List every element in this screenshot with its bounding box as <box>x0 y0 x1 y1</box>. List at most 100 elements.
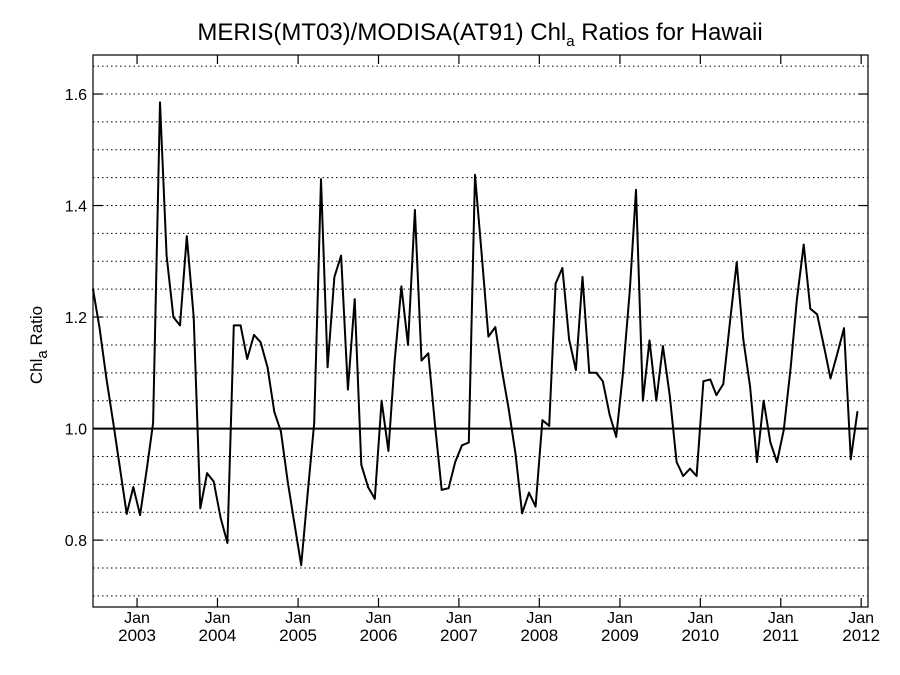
data-point <box>836 352 839 355</box>
data-point <box>139 514 142 516</box>
data-point <box>326 366 329 369</box>
series-layer <box>92 101 859 567</box>
data-point <box>159 101 161 104</box>
data-point <box>729 321 731 324</box>
data-point <box>595 371 598 374</box>
data-point <box>548 424 551 427</box>
data-point <box>668 394 671 396</box>
x-tick-month-label: Jan <box>124 610 150 627</box>
x-tick-month-label: Jan <box>848 610 874 627</box>
data-point <box>112 422 115 424</box>
data-point <box>199 507 202 510</box>
x-tick-year-label: 2003 <box>118 626 156 645</box>
y-axis-label: Chla Ratio <box>27 306 51 384</box>
data-point <box>427 352 430 355</box>
data-point <box>682 475 685 477</box>
data-point <box>575 369 577 371</box>
data-point <box>313 422 316 424</box>
plot-frame <box>92 54 869 608</box>
data-point <box>474 174 476 176</box>
data-point <box>467 441 470 444</box>
data-point <box>655 399 658 402</box>
x-tick-month-label: Jan <box>526 610 552 627</box>
data-point <box>454 461 457 463</box>
data-point <box>212 480 215 483</box>
data-point <box>266 366 269 369</box>
data-point <box>119 466 121 469</box>
data-point <box>588 371 591 374</box>
data-point <box>735 261 738 264</box>
data-point <box>393 360 396 363</box>
data-point <box>132 486 135 488</box>
data-point <box>152 422 155 424</box>
data-point <box>615 436 618 438</box>
x-tick-year-label: 2009 <box>601 626 639 645</box>
data-point <box>420 359 423 362</box>
data-point <box>320 178 322 181</box>
data-point <box>622 371 624 374</box>
grid-layer <box>93 65 868 597</box>
data-point <box>648 339 651 342</box>
data-point <box>192 316 195 318</box>
data-point <box>635 189 637 191</box>
data-point <box>300 564 303 567</box>
x-tick-year-label: 2012 <box>842 626 880 645</box>
data-point <box>802 243 805 246</box>
data-point <box>387 450 390 452</box>
data-point <box>293 522 296 525</box>
x-tick-year-label: 2008 <box>520 626 558 645</box>
data-point <box>273 410 276 413</box>
data-point <box>487 335 490 338</box>
data-point <box>709 378 712 381</box>
data-point <box>722 383 725 385</box>
data-point <box>226 542 229 544</box>
data-point <box>742 338 745 341</box>
data-point <box>554 282 557 285</box>
data-point <box>789 366 792 369</box>
chart-title: MERIS(MT03)/MODISA(AT91) Chla Ratios for… <box>197 19 762 50</box>
data-point <box>601 380 604 383</box>
data-point <box>809 307 812 310</box>
x-tick-month-label: Jan <box>366 610 392 627</box>
ylabel-suffix: Ratio <box>27 306 46 350</box>
x-tick-year-label: 2011 <box>762 626 799 645</box>
data-point <box>756 461 758 463</box>
data-point <box>333 276 336 278</box>
data-point <box>253 334 255 336</box>
data-point <box>581 276 584 278</box>
ylabel-subscript: a <box>34 350 51 359</box>
data-point <box>259 341 262 344</box>
x-tick-year-label: 2007 <box>440 626 478 645</box>
y-tick-label: 1.4 <box>65 199 87 216</box>
title-prefix: MERIS(MT03)/MODISA(AT91) Chl <box>197 19 566 46</box>
x-tick-month-label: Jan <box>687 610 713 627</box>
data-point <box>541 419 544 422</box>
x-tick-year-label: 2005 <box>279 626 317 645</box>
data-point <box>307 489 309 491</box>
title-suffix: Ratios for Hawaii <box>575 19 763 46</box>
data-point <box>528 491 530 494</box>
data-point <box>179 324 181 327</box>
data-point <box>776 461 778 463</box>
data-point <box>494 326 497 328</box>
data-point <box>629 288 631 291</box>
y-tick-label: 1.2 <box>65 310 87 327</box>
data-point <box>608 413 611 416</box>
data-point <box>795 299 798 302</box>
x-tick-month-label: Jan <box>205 610 231 627</box>
data-point <box>507 408 510 410</box>
data-point <box>239 324 242 327</box>
tick-layer: 0.81.01.21.41.6Jan2003Jan2004Jan2005Jan2… <box>65 55 880 645</box>
data-point <box>695 475 698 477</box>
ylabel-prefix: Chl <box>27 359 46 385</box>
data-point <box>434 424 436 427</box>
data-point <box>749 385 751 388</box>
data-point <box>219 516 222 519</box>
data-point <box>642 399 644 402</box>
data-point <box>715 394 718 396</box>
data-point <box>105 377 108 380</box>
data-point <box>206 472 209 475</box>
data-point <box>849 458 852 461</box>
data-point <box>286 480 289 483</box>
data-point <box>856 410 859 413</box>
